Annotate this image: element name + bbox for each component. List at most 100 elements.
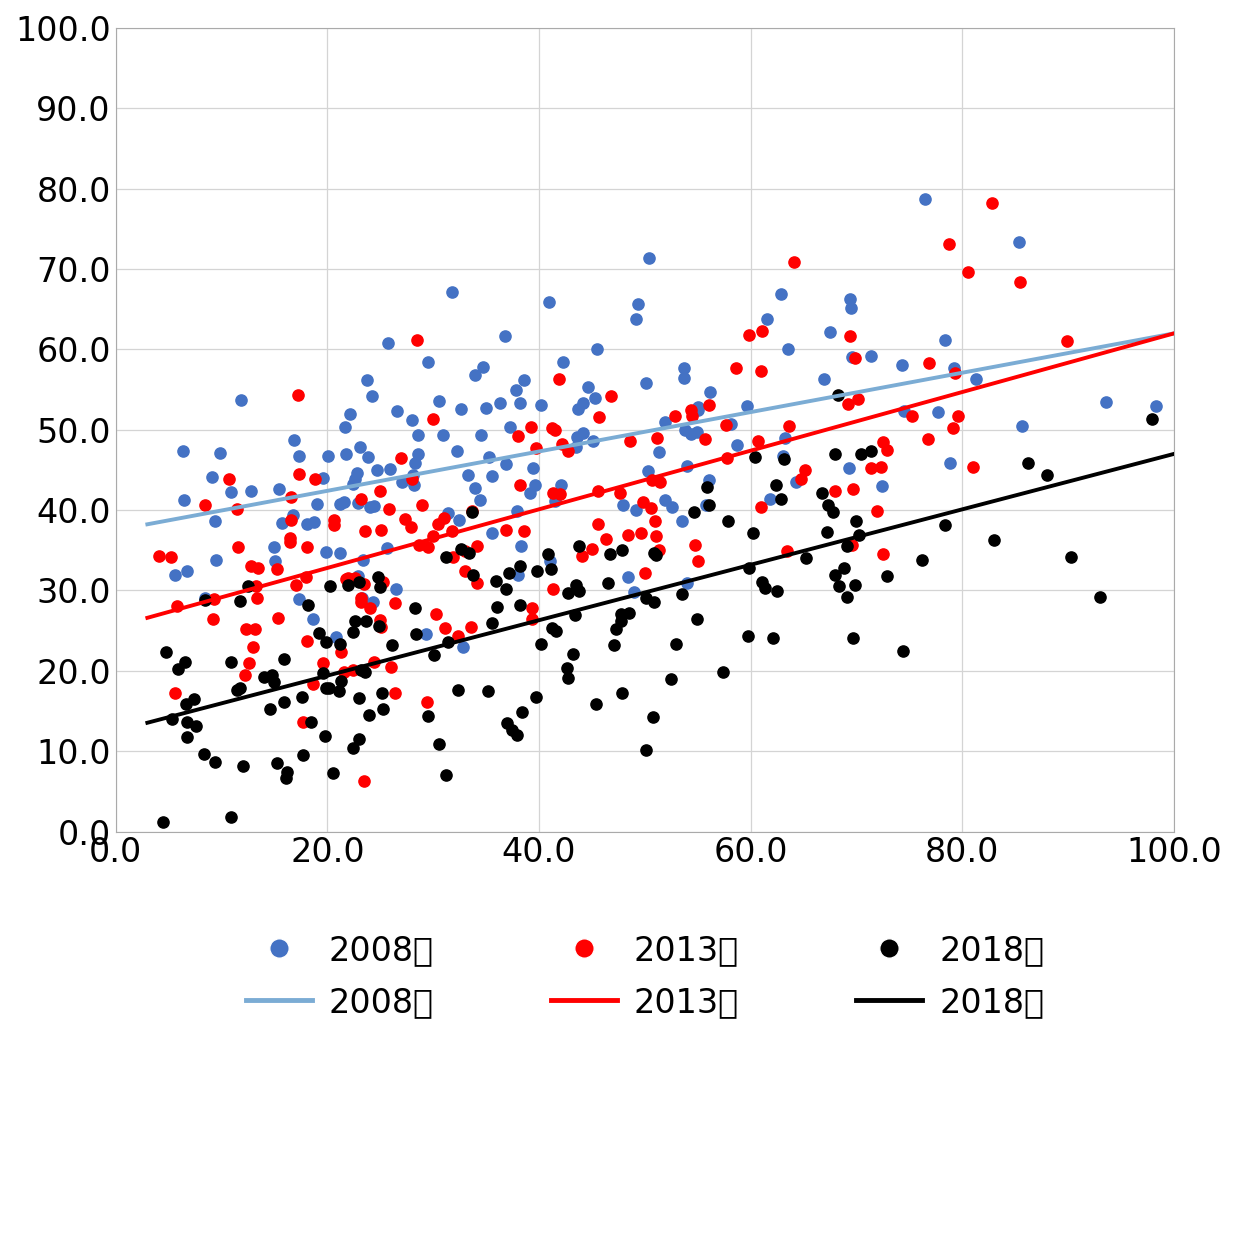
Point xyxy=(283,430,303,450)
Point xyxy=(521,483,541,503)
Point xyxy=(915,189,935,209)
Point xyxy=(512,703,532,723)
Point xyxy=(371,611,391,630)
Point xyxy=(721,414,741,434)
Point xyxy=(526,476,546,496)
Point xyxy=(861,345,881,365)
Point xyxy=(330,543,350,563)
Point xyxy=(851,445,871,465)
Point xyxy=(1145,396,1165,416)
Point xyxy=(272,513,292,533)
Point xyxy=(508,566,528,586)
Point xyxy=(412,495,432,515)
Point xyxy=(395,510,414,530)
Point xyxy=(522,598,542,618)
Point xyxy=(423,409,443,429)
Point xyxy=(353,549,372,569)
Point xyxy=(292,687,312,706)
Point xyxy=(543,483,563,503)
Point xyxy=(611,611,631,630)
Point xyxy=(377,538,397,558)
Point xyxy=(309,623,329,643)
Point xyxy=(184,689,204,709)
Point xyxy=(423,526,443,546)
Point xyxy=(511,394,531,414)
Point xyxy=(334,492,354,512)
Point xyxy=(153,811,173,831)
Point xyxy=(409,535,429,554)
Point xyxy=(403,465,423,485)
Point xyxy=(306,470,325,490)
Point xyxy=(351,660,371,680)
Point xyxy=(458,465,477,485)
Point xyxy=(846,511,866,531)
Point xyxy=(463,502,482,522)
Point xyxy=(324,515,344,535)
Point xyxy=(626,501,646,521)
Point xyxy=(426,604,445,624)
Point xyxy=(343,738,362,758)
Point xyxy=(526,439,546,459)
Point xyxy=(877,567,897,587)
Point xyxy=(840,289,860,309)
Point xyxy=(262,665,282,685)
Point xyxy=(573,392,593,412)
Point xyxy=(894,401,914,421)
Point xyxy=(463,564,482,584)
Point xyxy=(811,483,831,503)
Point xyxy=(298,594,318,614)
Point xyxy=(618,525,638,545)
Point xyxy=(226,500,246,520)
Point xyxy=(245,619,265,639)
Point xyxy=(872,476,892,496)
Point xyxy=(350,572,370,592)
Point xyxy=(320,576,340,596)
Point xyxy=(371,617,391,637)
Point xyxy=(424,645,444,665)
Point xyxy=(985,530,1004,549)
Point xyxy=(317,678,336,698)
Point xyxy=(641,498,661,518)
Point xyxy=(919,353,939,373)
Point xyxy=(234,756,254,776)
Point xyxy=(636,563,656,583)
Point xyxy=(404,598,424,618)
Point xyxy=(506,380,526,400)
Point xyxy=(585,389,605,409)
Point xyxy=(386,579,406,599)
Point xyxy=(586,694,606,714)
Point xyxy=(496,520,516,540)
Point xyxy=(542,618,562,638)
Point xyxy=(165,564,184,584)
Point xyxy=(777,541,797,561)
Point xyxy=(757,309,777,329)
Point xyxy=(236,619,256,639)
Point xyxy=(719,511,738,531)
Point xyxy=(837,394,857,414)
Point xyxy=(558,583,578,603)
Point xyxy=(221,807,241,827)
Point xyxy=(377,333,397,353)
Point xyxy=(343,660,362,680)
Point xyxy=(522,609,542,629)
Point xyxy=(267,753,287,773)
Point xyxy=(276,768,296,787)
Point xyxy=(612,541,632,561)
Point xyxy=(667,634,687,654)
Point xyxy=(834,558,854,578)
Point xyxy=(500,563,520,583)
Point xyxy=(162,709,182,729)
Point xyxy=(266,551,286,571)
Point xyxy=(406,624,426,644)
Point xyxy=(161,547,181,567)
Point xyxy=(380,459,400,478)
Point xyxy=(381,657,401,677)
Point xyxy=(335,416,355,436)
Point xyxy=(455,541,475,561)
Point xyxy=(713,662,732,682)
Point xyxy=(336,445,356,465)
Point xyxy=(842,628,862,648)
Point xyxy=(699,395,719,415)
Point xyxy=(327,628,346,648)
Point xyxy=(614,495,633,515)
